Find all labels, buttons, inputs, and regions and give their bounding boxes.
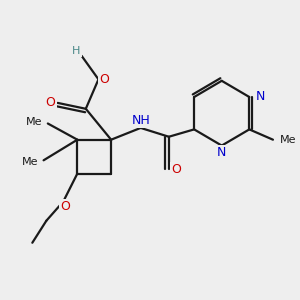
Text: O: O <box>46 96 56 110</box>
Text: O: O <box>171 163 181 176</box>
Text: H: H <box>72 46 81 56</box>
Text: Me: Me <box>22 157 38 167</box>
Text: N: N <box>256 91 265 103</box>
Text: Me: Me <box>26 117 42 127</box>
Text: NH: NH <box>131 114 150 127</box>
Text: O: O <box>60 200 70 213</box>
Text: N: N <box>217 146 226 159</box>
Text: Me: Me <box>280 135 296 145</box>
Text: O: O <box>99 73 109 86</box>
